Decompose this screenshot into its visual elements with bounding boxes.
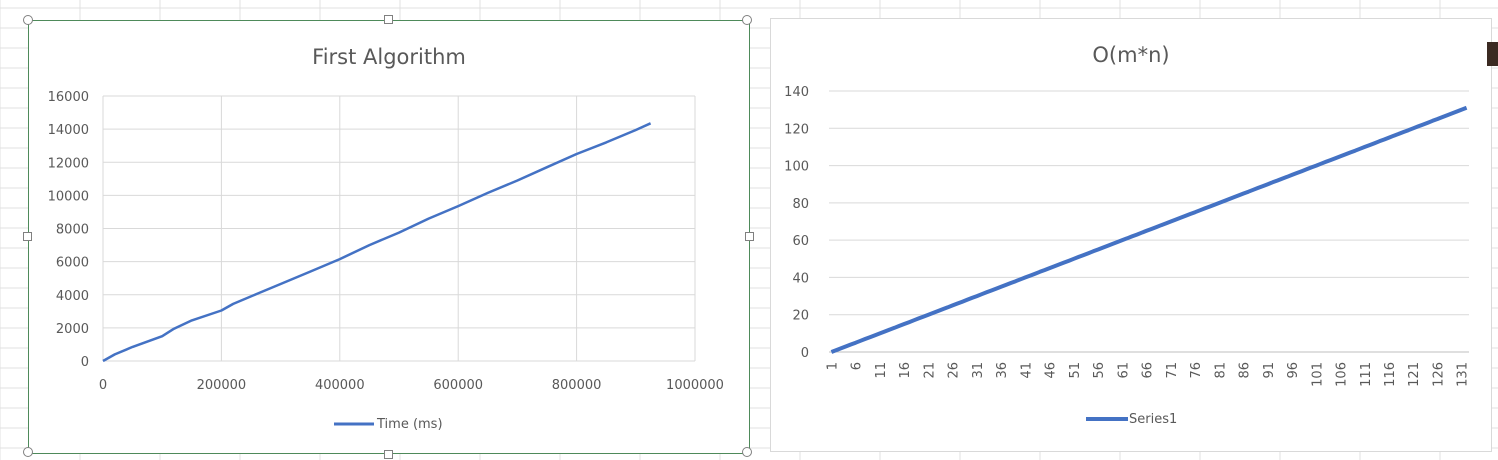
y-tick-label: 16000: [48, 90, 89, 105]
series-line-time: [102, 122, 652, 363]
chart-title: O(m*n): [1092, 43, 1169, 67]
x-tick-label: 101: [1310, 362, 1325, 387]
partial-object-edge: [1487, 42, 1498, 66]
resize-handle-top-right[interactable]: [742, 15, 752, 25]
y-tick-label: 20: [792, 309, 809, 324]
x-tick-label: 600000: [433, 378, 483, 393]
x-tick-label: 36: [995, 362, 1010, 379]
y-tick-label: 120: [784, 122, 809, 137]
resize-handle-top[interactable]: [384, 15, 393, 24]
x-tick-label: 1: [825, 362, 840, 370]
x-tick-label: 91: [1262, 362, 1277, 379]
x-tick-label: 76: [1189, 362, 1204, 379]
y-tick-label: 8000: [56, 223, 89, 238]
y-tick-label: 40: [792, 271, 809, 286]
first-algorithm-chart[interactable]: First Algorithm 0 2000 4000 6000 8000 10000 120…: [28, 20, 750, 454]
x-tick-label: 16: [898, 362, 913, 379]
x-tick-label: 200000: [197, 378, 247, 393]
x-tick-label: 46: [1044, 362, 1059, 379]
series-line-series1: [830, 105, 1468, 354]
x-tick-label: 21: [922, 362, 937, 379]
x-tick-label: 0: [99, 378, 107, 393]
x-tick-label: 11: [874, 362, 889, 379]
y-tick-label: 12000: [48, 156, 89, 171]
x-tick-label: 31: [971, 362, 986, 379]
x-tick-label: 61: [1116, 362, 1131, 379]
resize-handle-top-left[interactable]: [23, 15, 33, 25]
y-tick-label: 60: [792, 234, 809, 249]
x-tick-label: 106: [1335, 362, 1350, 387]
x-tick-label: 86: [1238, 362, 1253, 379]
x-tick-label: 131: [1456, 362, 1471, 387]
y-tick-label: 80: [792, 197, 809, 212]
y-tick-label: 140: [784, 85, 809, 100]
y-tick-label: 0: [801, 346, 809, 361]
x-tick-label: 26: [947, 362, 962, 379]
x-tick-label: 111: [1359, 362, 1374, 387]
y-tick-label: 0: [81, 355, 89, 370]
resize-handle-right[interactable]: [745, 232, 754, 241]
x-tick-label: 116: [1383, 362, 1398, 387]
x-tick-label: 51: [1068, 362, 1083, 379]
omn-chart[interactable]: O(m*n) 0 20 40 60 80 100 120 140 1 6 11 16 21 26 31 36 41…: [770, 18, 1492, 452]
x-tick-label: 400000: [315, 378, 365, 393]
y-tick-label: 4000: [56, 289, 89, 304]
resize-handle-bottom[interactable]: [384, 450, 393, 459]
x-tick-label: 1000000: [666, 378, 724, 393]
legend-label: Series1: [1129, 412, 1177, 427]
first-algorithm-plot: First Algorithm 0 2000 4000 6000 8000 10000 120…: [48, 45, 724, 432]
x-tick-label: 121: [1407, 362, 1422, 387]
y-tick-label: 2000: [56, 322, 89, 337]
y-tick-label: 6000: [56, 256, 89, 271]
x-tick-label: 66: [1141, 362, 1156, 379]
x-tick-label: 71: [1165, 362, 1180, 379]
resize-handle-bottom-left[interactable]: [23, 447, 33, 457]
x-tick-label: 41: [1019, 362, 1034, 379]
x-tick-label: 81: [1213, 362, 1228, 379]
x-tick-label: 56: [1092, 362, 1107, 379]
y-tick-label: 14000: [48, 123, 89, 138]
x-tick-label: 96: [1286, 362, 1301, 379]
x-tick-label: 126: [1431, 362, 1446, 387]
y-tick-label: 10000: [48, 189, 89, 204]
chart-title: First Algorithm: [312, 45, 466, 69]
resize-handle-left[interactable]: [23, 232, 32, 241]
legend-label: Time (ms): [376, 417, 443, 432]
x-tick-label: 6: [850, 362, 865, 370]
resize-handle-bottom-right[interactable]: [742, 447, 752, 457]
y-tick-label: 100: [784, 160, 809, 175]
x-tick-label: 800000: [552, 378, 602, 393]
